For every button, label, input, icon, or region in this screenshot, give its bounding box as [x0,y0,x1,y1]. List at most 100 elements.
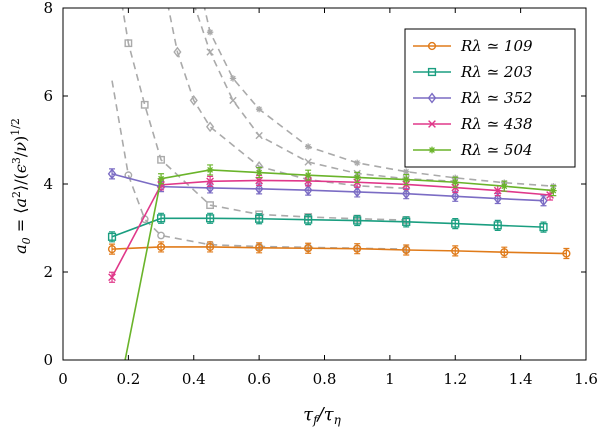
data-point [546,191,554,199]
axes: 0 0.2 0.4 0.6 0.8 1 1.2 1.4 1.6 0 2 4 6 8 [43,0,597,388]
reference-point [124,39,133,48]
reference-point [189,95,198,106]
x-tick-label: 0.2 [116,370,140,388]
x-tick-label: 0.8 [313,370,337,388]
x-axis-label: τf/τη [303,404,341,427]
legend-entry-2: Rλ ≃ 203 [413,63,533,81]
data-point [255,176,264,185]
data-point [255,169,263,176]
data-point [157,175,165,183]
data-point [304,215,313,224]
y-tick-label: 2 [43,263,53,281]
data-point [255,214,264,223]
reference-point [403,168,410,175]
reference-point [255,106,263,113]
reference-point [173,46,182,58]
data-point [451,219,460,228]
legend-label: Rλ ≃ 203 [460,63,533,81]
reference-point [206,29,214,36]
reference-curve-line [203,8,554,187]
reference-point [157,155,165,164]
series-line [111,173,544,202]
data-point [107,168,117,180]
reference-curve-line [111,80,407,250]
reference-point [157,231,165,240]
data-point [402,176,410,183]
y-tick-label: 6 [43,87,53,105]
reference-point [140,100,149,109]
legend-marker [428,146,436,154]
legend-entry-4: Rλ ≃ 438 [413,115,533,133]
data-point [402,245,411,255]
x-tick-label: 0 [58,370,68,388]
y-tick-label: 0 [43,351,53,369]
reference-point [304,143,312,150]
data-point [493,186,502,195]
data-point [451,178,459,186]
data-point [156,214,166,223]
reference-point [206,48,214,56]
series-line [111,217,544,238]
data-point [205,214,215,223]
y-tick-label: 4 [43,175,53,193]
series-3 [107,168,548,207]
data-point [402,217,411,226]
data-point [500,182,508,190]
data-point [539,195,548,207]
series-1 [107,241,571,260]
legend-entry-1: Rλ ≃ 109 [413,37,533,55]
data-point [493,221,502,230]
series-line [111,246,567,255]
reference-point [353,159,361,167]
reference-point [304,158,312,166]
data-point [205,242,215,252]
data-point [450,190,460,202]
data-point [304,177,313,185]
data-point [401,188,411,200]
data-point [353,216,362,225]
legend-marker [427,67,437,77]
data-point [206,166,214,174]
series-line [124,169,554,360]
data-point [254,183,264,195]
legend-label: Rλ ≃ 352 [460,89,533,107]
y-axis-label: a0 = ⟨a2⟩/(ϵ3/ν)1/2 [9,118,33,254]
data-point [255,243,264,252]
legend-marker [428,120,436,128]
series-2 [107,212,548,243]
data-point [206,177,214,186]
x-tick-label: 0.4 [182,370,206,388]
reference-curve-2 [121,8,411,224]
data-point [107,245,117,254]
legend-marker [427,41,437,51]
series-5 [124,164,557,360]
x-tick-label: 1 [385,370,395,388]
legend-label: Rλ ≃ 109 [460,37,533,55]
reference-point [255,131,263,140]
y-tick-label: 8 [43,0,53,17]
x-tick-label: 1.4 [509,370,533,388]
reference-point [229,75,237,82]
legend-entry-3: Rλ ≃ 352 [413,89,533,107]
data-point [304,171,312,179]
data-point [304,244,313,253]
legend-label: Rλ ≃ 504 [460,141,533,159]
data-point [500,248,509,257]
legend-entry-5: Rλ ≃ 504 [413,141,533,159]
data-point [539,223,548,232]
data-point [303,184,313,196]
x-tick-label: 0.6 [247,370,271,388]
reference-point [206,121,215,133]
series-line [111,179,551,278]
data-point [562,249,571,258]
data-point [451,246,460,255]
reference-curve-line [194,8,456,183]
reference-point [229,96,237,105]
data-point [549,187,557,194]
data-point [107,232,117,241]
x-tick-label: 1.2 [443,370,467,388]
legend-label: Rλ ≃ 438 [460,115,533,133]
plot-area [107,8,571,360]
data-point [353,244,362,253]
